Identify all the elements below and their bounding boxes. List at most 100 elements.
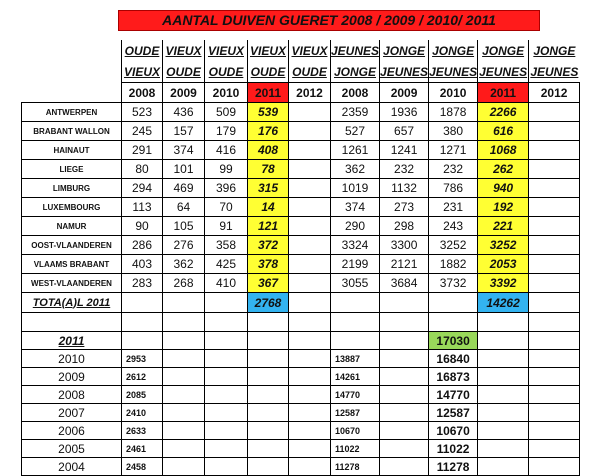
history-row: 2005 2461 11022 11022: [21, 439, 581, 458]
count-cell: 291: [121, 140, 163, 160]
total-young: 14262: [477, 292, 530, 313]
count-cell: 2359: [329, 102, 381, 122]
count-cell: 403: [121, 254, 163, 274]
count-cell: 290: [329, 216, 381, 236]
history-young: 14261: [329, 367, 381, 386]
count-cell: 262: [477, 159, 530, 179]
count-cell: 1019: [329, 178, 381, 198]
empty-cell: [204, 439, 248, 458]
empty-cell: [162, 292, 205, 313]
year-header-row: 2008 2009 2010 2011 2012 2008 2009 2010 2011 2012: [22, 82, 581, 103]
count-cell: [528, 235, 581, 255]
count-cell: 99: [204, 159, 248, 179]
history-head-row: 2011 17030: [21, 331, 581, 350]
empty-cell: [528, 292, 581, 313]
empty-cell: [204, 385, 248, 404]
header-blank-cell: [22, 61, 122, 83]
count-cell: 374: [162, 140, 205, 160]
year-header: 2008: [121, 82, 163, 103]
empty-cell: [528, 385, 581, 404]
column-header: JONGE: [379, 40, 429, 61]
history-row: 2004 2458 11278 11278: [21, 457, 581, 476]
count-cell: 2053: [477, 254, 530, 274]
count-cell: 657: [379, 121, 430, 141]
count-cell: 286: [121, 235, 163, 255]
province-name: BRABANT WALLON: [21, 121, 122, 141]
empty-cell: [428, 292, 479, 313]
history-year: 2010: [21, 349, 122, 368]
count-cell: 14: [247, 197, 289, 217]
history-row: 2007 2410 12587 12587: [21, 403, 581, 422]
count-cell: 410: [204, 273, 248, 293]
empty-cell: [528, 367, 581, 386]
year-header: 2011: [477, 82, 530, 103]
empty-cell: [247, 312, 289, 332]
empty-cell: [247, 457, 289, 476]
table-row: BRABANT WALLON 245 157 179 176 527 657 380 616: [21, 121, 581, 141]
province-name: LIMBURG: [21, 178, 122, 198]
history-row: 2008 2085 14770 14770: [21, 385, 581, 404]
empty-cell: [204, 421, 248, 440]
count-cell: [288, 235, 331, 255]
count-cell: 1936: [379, 102, 430, 122]
spacer-row: [21, 312, 581, 332]
history-year: 2006: [21, 421, 122, 440]
column-header: JONGE: [329, 61, 380, 83]
empty-cell: [288, 331, 331, 350]
empty-cell: [379, 403, 430, 422]
count-cell: 367: [247, 273, 289, 293]
empty-cell: [288, 367, 331, 386]
count-cell: 245: [121, 121, 163, 141]
year-header: 2010: [204, 82, 248, 103]
province-name: OOST-VLAANDEREN: [21, 235, 122, 255]
table-row: ANTWERPEN 523 436 509 539 2359 1936 1878 2266: [21, 102, 581, 122]
column-header: OUDE: [288, 61, 331, 83]
empty-cell: [477, 312, 530, 332]
count-cell: [288, 197, 331, 217]
history-year: 2004: [21, 457, 122, 476]
count-cell: 121: [247, 216, 289, 236]
empty-cell: [288, 349, 331, 368]
empty-cell: [528, 439, 581, 458]
history-year: 2008: [21, 385, 122, 404]
count-cell: [288, 140, 331, 160]
count-cell: 380: [428, 121, 479, 141]
empty-cell: [428, 312, 479, 332]
count-cell: 1241: [379, 140, 430, 160]
count-cell: 268: [162, 273, 205, 293]
province-name: LUXEMBOURG: [21, 197, 122, 217]
count-cell: [288, 121, 331, 141]
count-cell: 232: [379, 159, 430, 179]
header-row: OUDE VIEUX VIEUX VIEUX VIEUX JEUNES JONGE JONGE…: [22, 40, 580, 61]
table-row: NAMUR 90 105 91 121 290 298 243 221: [21, 216, 581, 236]
empty-cell: [477, 457, 530, 476]
count-cell: 78: [247, 159, 289, 179]
empty-cell: [477, 349, 530, 368]
empty-cell: [288, 312, 331, 332]
count-cell: [528, 254, 581, 274]
empty-cell: [162, 367, 205, 386]
empty-cell: [204, 349, 248, 368]
total-old: 2768: [247, 292, 289, 313]
empty-cell: [21, 312, 122, 332]
column-header: VIEUX: [162, 40, 205, 61]
history-old: 2612: [121, 367, 163, 386]
empty-cell: [204, 367, 248, 386]
empty-cell: [121, 292, 163, 313]
count-cell: 113: [121, 197, 163, 217]
history-total: 12587: [428, 403, 479, 422]
column-header: JEUNES: [477, 61, 529, 83]
empty-cell: [162, 349, 205, 368]
year-header: 2009: [379, 82, 430, 103]
empty-cell: [528, 331, 581, 350]
count-cell: [528, 273, 581, 293]
count-cell: 315: [247, 178, 289, 198]
count-cell: 3392: [477, 273, 530, 293]
empty-cell: [162, 421, 205, 440]
empty-cell: [329, 331, 381, 350]
empty-cell: [477, 367, 530, 386]
column-header: OUDE: [121, 40, 163, 61]
column-header: JONGE: [428, 40, 478, 61]
empty-cell: [288, 439, 331, 458]
history-row: 2010 2953 13887 16840: [21, 349, 581, 368]
